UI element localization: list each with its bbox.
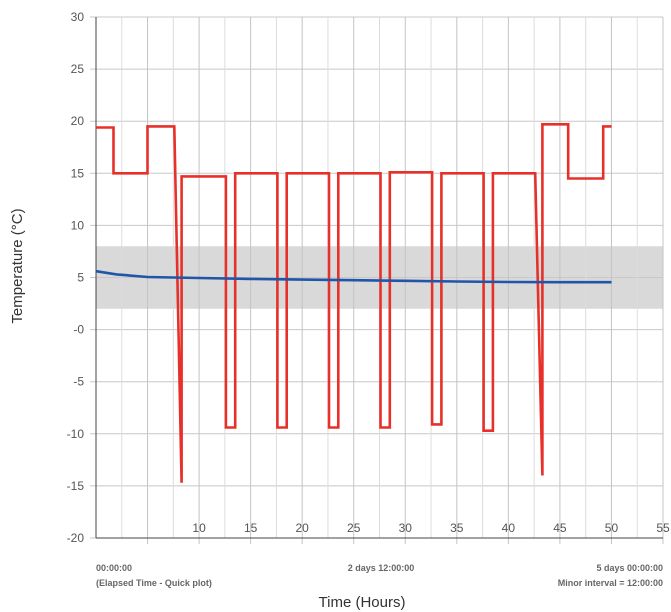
series-lines xyxy=(95,123,612,483)
y-tick-label: 15 xyxy=(71,166,85,180)
x-tick-label: 25 xyxy=(347,521,361,535)
x-tick-label: 15 xyxy=(244,521,258,535)
x-tick-label: 10 xyxy=(192,521,206,535)
y-tick-labels: 30 25 20 15 10 5 -0 -5 -10 -15 -20 xyxy=(67,10,85,545)
x-axis-title: Time (Hours) xyxy=(319,594,406,611)
y-tick-label: 20 xyxy=(71,114,85,128)
x-tick-label: 20 xyxy=(296,521,310,535)
x-tick-label: 40 xyxy=(502,521,516,535)
y-tick-label: -0 xyxy=(73,323,84,337)
x-tick-label: 50 xyxy=(605,521,619,535)
footer-right-note: Minor interval = 12:00:00 xyxy=(558,578,663,588)
y-tick-label: -15 xyxy=(67,479,85,493)
x-tick-label: 30 xyxy=(399,521,413,535)
y-tick-label: -5 xyxy=(73,375,84,389)
y-axis-title: Temperature (°C) xyxy=(9,208,26,323)
series-line-1 xyxy=(96,123,612,483)
footer-left-time: 00:00:00 xyxy=(96,563,132,573)
y-tick-label: 10 xyxy=(71,218,85,232)
x-tick-label: 45 xyxy=(553,521,567,535)
footer-left-note: (Elapsed Time - Quick plot) xyxy=(96,578,212,588)
x-tick-labels: 10 15 20 25 30 35 40 45 50 55 xyxy=(192,521,670,535)
y-tick-label: -10 xyxy=(67,427,85,441)
x-tick-label: 55 xyxy=(656,521,670,535)
y-tick-label: 30 xyxy=(71,10,85,24)
series-line-2 xyxy=(95,269,612,284)
x-tick-label: 35 xyxy=(450,521,464,535)
y-tick-label: -20 xyxy=(67,531,85,545)
y-tick-label: 25 xyxy=(71,62,85,76)
footer-right-time: 5 days 00:00:00 xyxy=(596,563,663,573)
footer-center-time: 2 days 12:00:00 xyxy=(348,563,415,573)
y-tick-label: 5 xyxy=(77,271,84,285)
